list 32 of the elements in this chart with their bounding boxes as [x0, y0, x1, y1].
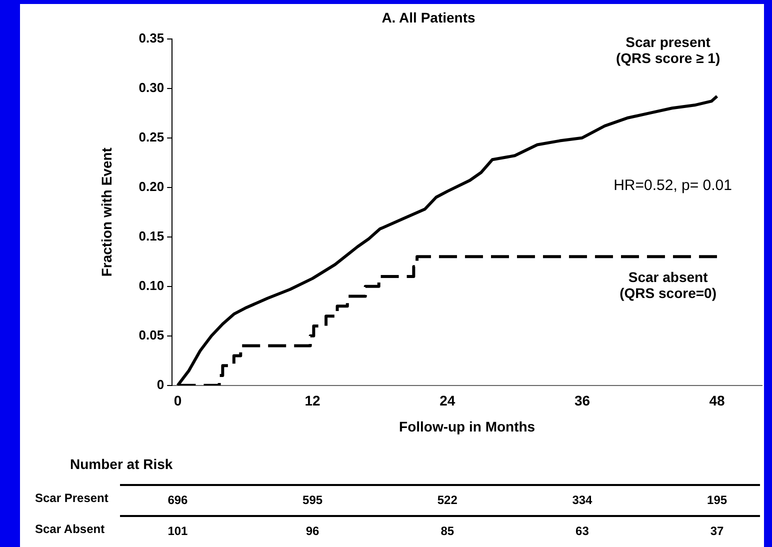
annotation: HR=0.52, p= 0.01	[614, 177, 732, 194]
text: 696	[168, 493, 188, 507]
text: Scar present (QRS score ≥ 1)	[614, 34, 722, 66]
text: Scar Present	[35, 491, 108, 505]
text: 85	[440, 524, 454, 538]
x-tick-label: 48	[709, 392, 726, 409]
series-label: Scar absent (QRS score=0)	[618, 268, 718, 301]
x-axis-title: Follow-up in Months	[399, 418, 536, 434]
x-tick-label: 36	[574, 392, 590, 409]
x-tick-label: 12	[304, 392, 321, 409]
y-tick-label: 0.30	[138, 80, 164, 95]
text: Scar Absent	[35, 522, 105, 536]
text: Number at Risk	[70, 456, 173, 472]
text: 37	[710, 524, 724, 538]
y-tick-label: 0.35	[138, 30, 164, 46]
y-axis-title: Fraction with Event	[98, 147, 114, 277]
x-tick-label: 0	[174, 392, 182, 409]
y-tick-label: 0.05	[138, 327, 164, 342]
y-tick-label: 0.15	[138, 228, 164, 244]
chart-title: A. All Patients	[382, 9, 476, 26]
y-tick-label: 0.25	[138, 129, 164, 144]
text: 522	[437, 493, 458, 507]
text: 101	[168, 524, 188, 538]
text: 96	[306, 524, 320, 538]
x-tick-label: 24	[440, 392, 456, 409]
text: 334	[572, 493, 592, 507]
y-tick-label: 0	[156, 376, 164, 392]
text: 595	[302, 493, 323, 507]
y-tick-label: 0.10	[138, 278, 164, 293]
text: 63	[576, 524, 589, 538]
text: 195	[707, 493, 728, 507]
y-tick-label: 0.20	[138, 178, 164, 194]
